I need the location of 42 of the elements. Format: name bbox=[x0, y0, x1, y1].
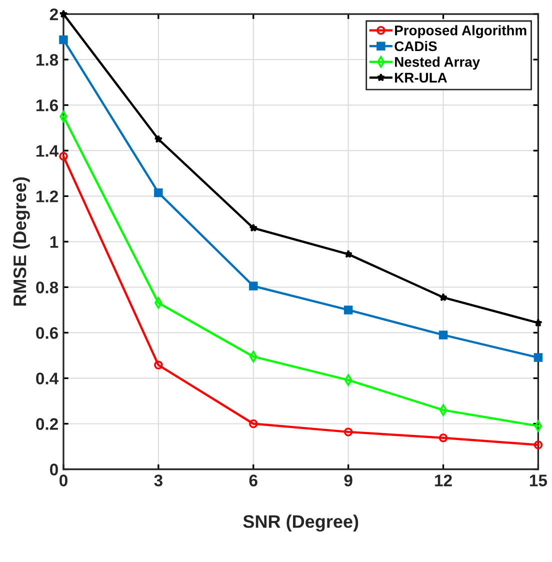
y-tick-label: 0 bbox=[50, 464, 58, 476]
y-tick-label: 2 bbox=[50, 8, 58, 20]
y-tick-label: 1.8 bbox=[36, 54, 58, 66]
legend-label: KR-ULA bbox=[395, 72, 447, 83]
point bbox=[59, 152, 68, 161]
x-tick-label: 15 bbox=[530, 474, 548, 486]
point bbox=[344, 306, 353, 314]
x-tick-label: 12 bbox=[435, 474, 452, 486]
y-axis-title: RMSE (Degree) bbox=[12, 177, 30, 306]
point bbox=[439, 293, 448, 302]
y-tick-label: 0.8 bbox=[36, 282, 58, 294]
point bbox=[249, 224, 258, 232]
point bbox=[534, 440, 543, 450]
point bbox=[534, 420, 542, 432]
legend-label: Nested Array bbox=[395, 56, 480, 70]
x-tick-label: 3 bbox=[154, 474, 162, 486]
y-tick-label: 0.2 bbox=[36, 418, 58, 430]
y-tick-label: 1 bbox=[50, 236, 58, 248]
x-tick-label: 0 bbox=[60, 474, 68, 486]
y-tick-label: 1.2 bbox=[36, 190, 58, 202]
point bbox=[248, 419, 258, 428]
x-tick-label: 6 bbox=[249, 474, 258, 486]
x-tick-label: 9 bbox=[344, 474, 352, 486]
legend-label: CADiS bbox=[394, 40, 437, 52]
legend-label: Proposed Algorithm bbox=[395, 25, 526, 38]
point bbox=[344, 374, 352, 386]
point bbox=[344, 250, 353, 258]
point bbox=[248, 282, 258, 290]
y-tick-label: 0.4 bbox=[36, 372, 59, 384]
point bbox=[154, 134, 163, 143]
point bbox=[59, 35, 68, 44]
point bbox=[154, 188, 163, 198]
point bbox=[154, 360, 163, 370]
point bbox=[534, 353, 543, 362]
point bbox=[344, 428, 353, 436]
y-tick-label: 1.4 bbox=[36, 145, 59, 157]
x-axis-title: SNR (Degree) bbox=[243, 514, 358, 532]
y-tick-label: 0.6 bbox=[36, 327, 58, 339]
point bbox=[438, 330, 448, 340]
point bbox=[438, 433, 448, 442]
point bbox=[439, 404, 448, 416]
y-tick-label: 1.6 bbox=[36, 99, 58, 112]
